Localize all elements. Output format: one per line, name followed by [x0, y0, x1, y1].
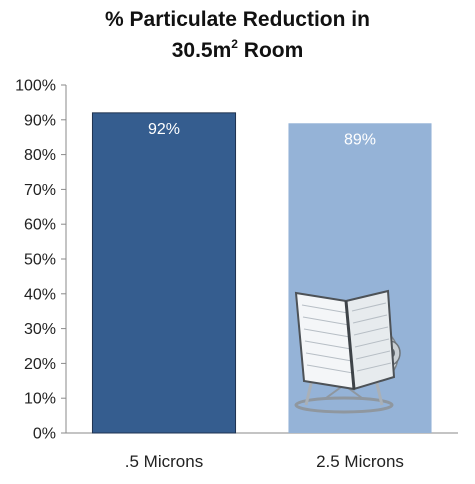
chart-title-line-2-text: 30.5m — [171, 39, 232, 62]
chart-title-line-1: % Particulate Reduction in — [105, 8, 370, 31]
x-tick-label: 2.5 Microns — [316, 452, 404, 471]
chart-title: % Particulate Reduction in 30.5m2 Room — [0, 4, 475, 66]
y-tick-label: 20% — [24, 356, 56, 373]
bars: 92% 89% — [91, 112, 432, 434]
x-tick-label: .5 Microns — [125, 452, 203, 471]
y-tick-label: 40% — [24, 286, 56, 303]
y-tick-label: 10% — [24, 391, 56, 408]
y-tick-label: 70% — [24, 182, 56, 199]
data-label: 92% — [148, 121, 180, 138]
y-tick-label: 30% — [24, 321, 56, 338]
chart-title-line-2-suffix: Room — [237, 39, 304, 62]
x-axis: .5 Microns 2.5 Microns — [125, 452, 404, 471]
chart-title-line-2: 30.5m2 Room — [0, 35, 475, 66]
y-tick-label: 0% — [33, 426, 56, 443]
y-axis: 0% 10% 20% 30% 40% 50% 60% 70% 80% 90% 100% — [15, 78, 458, 443]
y-tick-label: 100% — [15, 78, 56, 95]
y-tick-label: 90% — [24, 112, 56, 129]
y-tick-label: 80% — [24, 147, 56, 164]
data-label: 89% — [344, 131, 376, 148]
y-tick-label: 50% — [24, 252, 56, 269]
chart-title-superscript: 2 — [231, 37, 238, 51]
y-tick-label: 60% — [24, 217, 56, 234]
bar — [91, 112, 237, 434]
air-purifier-icon — [294, 289, 401, 414]
